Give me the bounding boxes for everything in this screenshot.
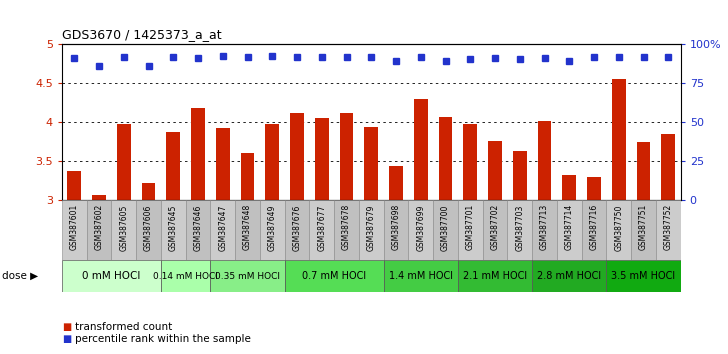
- Text: GSM387698: GSM387698: [392, 204, 400, 251]
- Text: dose ▶: dose ▶: [2, 271, 39, 281]
- Text: GSM387645: GSM387645: [169, 204, 178, 251]
- Text: GSM387602: GSM387602: [95, 204, 103, 251]
- Bar: [384, 200, 408, 260]
- Text: GSM387676: GSM387676: [293, 204, 301, 251]
- Bar: [433, 200, 458, 260]
- Bar: [582, 200, 606, 260]
- Bar: [587, 177, 601, 200]
- Bar: [557, 200, 582, 260]
- Bar: [365, 127, 378, 200]
- Bar: [532, 200, 557, 260]
- Text: GSM387702: GSM387702: [491, 204, 499, 251]
- Text: ■: ■: [62, 322, 71, 332]
- Bar: [62, 200, 87, 260]
- Bar: [637, 142, 650, 200]
- Text: 2.1 mM HOCl: 2.1 mM HOCl: [463, 271, 527, 281]
- Bar: [488, 141, 502, 200]
- Bar: [439, 118, 452, 200]
- Text: 0.7 mM HOCl: 0.7 mM HOCl: [302, 271, 366, 281]
- Bar: [606, 260, 681, 292]
- Text: 3.5 mM HOCl: 3.5 mM HOCl: [612, 271, 676, 281]
- Text: GSM387677: GSM387677: [317, 204, 326, 251]
- Bar: [241, 153, 254, 200]
- Text: GSM387714: GSM387714: [565, 204, 574, 251]
- Bar: [532, 260, 606, 292]
- Bar: [408, 200, 433, 260]
- Text: GSM387606: GSM387606: [144, 204, 153, 251]
- Text: GSM387648: GSM387648: [243, 204, 252, 251]
- Text: 0.35 mM HOCl: 0.35 mM HOCl: [215, 272, 280, 281]
- Bar: [384, 260, 458, 292]
- Bar: [62, 260, 161, 292]
- Bar: [161, 200, 186, 260]
- Text: GSM387678: GSM387678: [342, 204, 351, 251]
- Bar: [538, 121, 551, 200]
- Bar: [216, 127, 229, 200]
- Text: GSM387699: GSM387699: [416, 204, 425, 251]
- Text: GSM387700: GSM387700: [441, 204, 450, 251]
- Text: ■: ■: [62, 334, 71, 344]
- Bar: [186, 200, 210, 260]
- Text: GSM387713: GSM387713: [540, 204, 549, 251]
- Bar: [513, 151, 526, 200]
- Bar: [631, 200, 656, 260]
- Bar: [191, 108, 205, 200]
- Bar: [142, 183, 155, 200]
- Text: GSM387646: GSM387646: [194, 204, 202, 251]
- Bar: [117, 125, 130, 200]
- Bar: [161, 260, 210, 292]
- Bar: [458, 200, 483, 260]
- Text: GSM387649: GSM387649: [268, 204, 277, 251]
- Bar: [87, 200, 111, 260]
- Bar: [389, 166, 403, 200]
- Bar: [606, 200, 631, 260]
- Bar: [464, 125, 477, 200]
- Text: percentile rank within the sample: percentile rank within the sample: [75, 334, 251, 344]
- Bar: [68, 171, 81, 200]
- Bar: [111, 200, 136, 260]
- Text: 0.14 mM HOCl: 0.14 mM HOCl: [153, 272, 218, 281]
- Bar: [235, 200, 260, 260]
- Bar: [210, 200, 235, 260]
- Bar: [507, 200, 532, 260]
- Bar: [612, 79, 625, 200]
- Text: GSM387647: GSM387647: [218, 204, 227, 251]
- Text: GDS3670 / 1425373_a_at: GDS3670 / 1425373_a_at: [62, 28, 221, 41]
- Bar: [656, 200, 681, 260]
- Bar: [260, 200, 285, 260]
- Text: 0 mM HOCl: 0 mM HOCl: [82, 271, 141, 281]
- Bar: [167, 132, 180, 200]
- Bar: [92, 195, 106, 200]
- Bar: [285, 200, 309, 260]
- Bar: [285, 260, 384, 292]
- Text: GSM387752: GSM387752: [664, 204, 673, 251]
- Bar: [210, 260, 285, 292]
- Bar: [290, 113, 304, 200]
- Bar: [483, 200, 507, 260]
- Text: 2.8 mM HOCl: 2.8 mM HOCl: [537, 271, 601, 281]
- Bar: [136, 200, 161, 260]
- Text: GSM387701: GSM387701: [466, 204, 475, 251]
- Bar: [414, 99, 427, 200]
- Text: transformed count: transformed count: [75, 322, 173, 332]
- Bar: [563, 175, 576, 200]
- Bar: [359, 200, 384, 260]
- Text: GSM387679: GSM387679: [367, 204, 376, 251]
- Bar: [315, 118, 328, 200]
- Text: 1.4 mM HOCl: 1.4 mM HOCl: [389, 271, 453, 281]
- Bar: [266, 125, 279, 200]
- Text: GSM387605: GSM387605: [119, 204, 128, 251]
- Bar: [309, 200, 334, 260]
- Bar: [334, 200, 359, 260]
- Text: GSM387750: GSM387750: [614, 204, 623, 251]
- Text: GSM387716: GSM387716: [590, 204, 598, 251]
- Bar: [340, 113, 353, 200]
- Bar: [662, 134, 675, 200]
- Text: GSM387703: GSM387703: [515, 204, 524, 251]
- Text: GSM387751: GSM387751: [639, 204, 648, 251]
- Bar: [458, 260, 532, 292]
- Text: GSM387601: GSM387601: [70, 204, 79, 251]
